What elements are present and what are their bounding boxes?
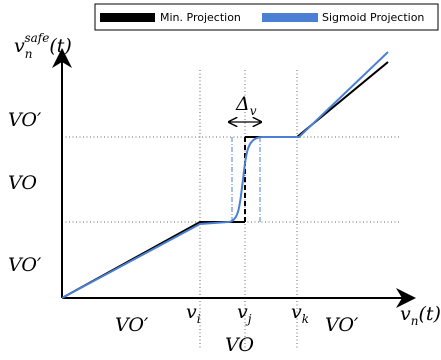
x-tick-label: vi [186, 301, 201, 326]
sigmoid-projection [61, 51, 389, 299]
delta-label: Δv [235, 93, 257, 118]
x-region-label: VO′ [325, 314, 359, 336]
legend-swatch [100, 13, 155, 22]
grid [62, 70, 400, 350]
x-axis-label: vn(t) [400, 303, 441, 328]
y-region-label: VO [8, 172, 37, 194]
x-region-label: VO′ [115, 314, 149, 336]
legend-swatch [262, 13, 318, 22]
legend-label: Min. Projection [160, 11, 241, 24]
y-region-label: VO′ [8, 109, 42, 131]
y-region-label: VO′ [8, 254, 42, 276]
x-tick-label: vj [237, 301, 252, 326]
legend: Min. Projection Sigmoid Projection [94, 3, 439, 31]
legend-label: Sigmoid Projection [322, 11, 424, 24]
y-axis-label: vnsafe(t) [14, 31, 72, 61]
x-region-label: VO [225, 334, 254, 356]
x-tick-label: vk [291, 301, 309, 326]
